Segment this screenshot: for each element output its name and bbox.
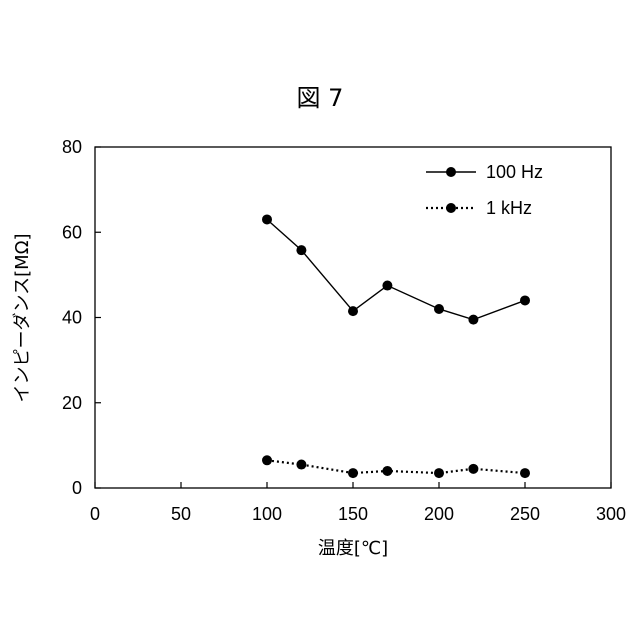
data-point-100-hz (520, 295, 530, 305)
series-1-khz (262, 455, 530, 478)
y-tick-label: 40 (62, 308, 82, 328)
x-tick-label: 250 (510, 504, 540, 524)
legend-marker (446, 203, 456, 213)
figure-title: 図 7 (297, 84, 344, 112)
data-point-100-hz (382, 281, 392, 291)
y-tick-label: 0 (72, 478, 82, 498)
x-tick-label: 200 (424, 504, 454, 524)
y-tick-label: 60 (62, 222, 82, 242)
series-layer (262, 214, 530, 478)
x-tick-label: 150 (338, 504, 368, 524)
x-axis-title: 温度[℃] (318, 538, 388, 559)
x-tick-label: 0 (90, 504, 100, 524)
y-tick-label: 20 (62, 393, 82, 413)
legend-label: 1 kHz (486, 198, 532, 218)
data-point-100-hz (468, 315, 478, 325)
x-tick-label: 50 (171, 504, 191, 524)
plot-frame (95, 147, 611, 488)
data-point-100-hz (434, 304, 444, 314)
x-tick-label: 300 (596, 504, 626, 524)
data-point-1-khz (348, 468, 358, 478)
legend-label: 100 Hz (486, 162, 543, 182)
legend-item-1-khz: 1 kHz (426, 198, 532, 218)
data-point-100-hz (262, 214, 272, 224)
legend-marker (446, 167, 456, 177)
data-point-1-khz (262, 455, 272, 465)
series-line-100-hz (267, 219, 525, 319)
data-point-1-khz (296, 460, 306, 470)
data-point-100-hz (296, 245, 306, 255)
legend: 100 Hz 1 kHz (426, 162, 543, 218)
legend-item-100-hz: 100 Hz (426, 162, 543, 182)
series-100-hz (262, 214, 530, 324)
x-tick-label: 100 (252, 504, 282, 524)
data-point-1-khz (468, 464, 478, 474)
y-tick-label: 80 (62, 137, 82, 157)
data-point-1-khz (520, 468, 530, 478)
data-point-1-khz (434, 468, 444, 478)
data-point-1-khz (382, 466, 392, 476)
data-point-100-hz (348, 306, 358, 316)
y-axis-title: インピーダンス[MΩ] (12, 234, 33, 403)
